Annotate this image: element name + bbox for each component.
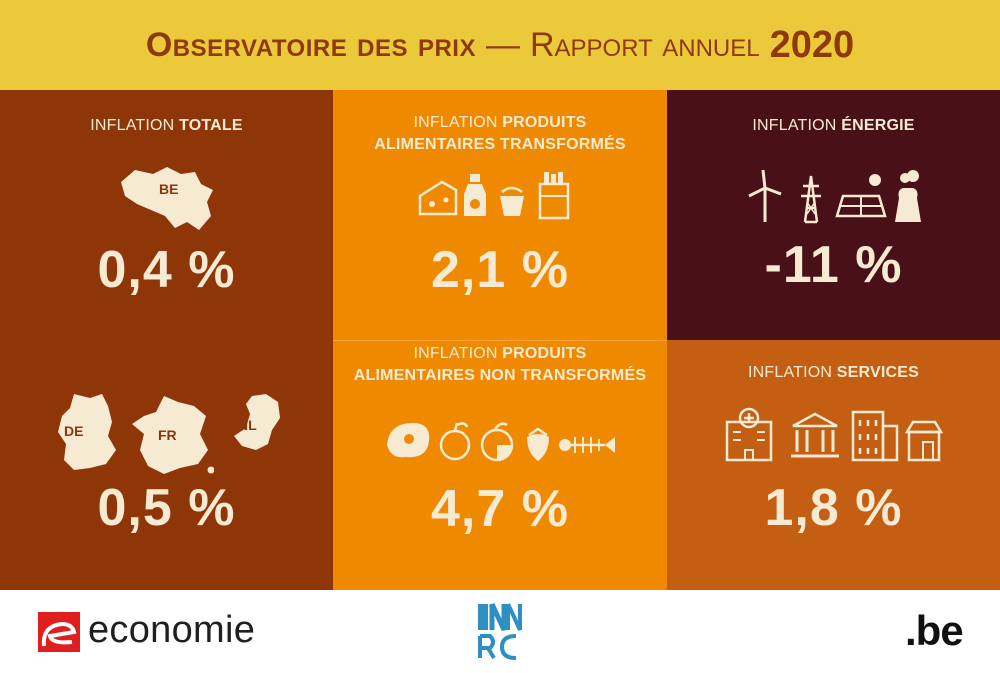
cigarettes-icon bbox=[538, 172, 570, 220]
panel-services: INFLATION SERVICES 1,8 % bbox=[667, 340, 1000, 590]
bank-icon bbox=[791, 412, 839, 458]
processed-food-icons bbox=[418, 172, 570, 220]
milk-bottle-icon bbox=[464, 174, 486, 216]
label-unprocessed-prefix: INFLATION bbox=[413, 345, 503, 362]
france-map-icon: FR bbox=[132, 396, 214, 474]
services-icons bbox=[725, 407, 943, 462]
strawberry-icon bbox=[527, 427, 549, 461]
label-energy-prefix: INFLATION bbox=[752, 117, 842, 134]
label-unprocessed-food: INFLATION PRODUITS ALIMENTAIRES NON TRAN… bbox=[333, 343, 667, 387]
cheese-icon bbox=[418, 180, 458, 216]
orange-icon bbox=[480, 422, 514, 462]
nl-code: NL bbox=[238, 417, 257, 433]
label-total: INFLATION TOTALE bbox=[0, 115, 333, 137]
yogurt-icon bbox=[500, 186, 524, 216]
value-services: 1,8 % bbox=[764, 479, 903, 537]
value-unprocessed-food: 4,7 % bbox=[431, 480, 569, 538]
label-processed-bold-1: PRODUITS bbox=[502, 114, 587, 131]
apple-icon bbox=[439, 422, 471, 461]
dot-be-logo: .be bbox=[905, 607, 964, 654]
economie-logo-icon bbox=[38, 612, 80, 652]
fr-code: FR bbox=[158, 427, 177, 443]
belgium-map-icon: BE bbox=[121, 167, 213, 230]
energy-icons bbox=[748, 169, 921, 224]
label-processed-food: INFLATION PRODUITS ALIMENTAIRES TRANSFOR… bbox=[333, 112, 667, 156]
panel-total-inflation: INFLATION TOTALE BE 0,4 % DE FR NL 0,5 % bbox=[0, 90, 333, 590]
panel-processed-food: INFLATION PRODUITS ALIMENTAIRES TRANSFOR… bbox=[333, 90, 667, 340]
label-processed-prefix: INFLATION bbox=[413, 114, 503, 131]
solar-panel-icon bbox=[835, 174, 887, 218]
value-total-neighbours: 0,5 % bbox=[97, 479, 236, 537]
meat-icon bbox=[387, 423, 430, 458]
hospital-icon bbox=[725, 407, 773, 462]
title-dash: — bbox=[485, 25, 520, 64]
title-year: 2020 bbox=[769, 23, 855, 66]
footer bbox=[0, 590, 1000, 673]
netherlands-map-icon: NL bbox=[234, 394, 280, 450]
label-services-prefix: INFLATION bbox=[747, 364, 837, 381]
title-rapport: Rapport annuel bbox=[529, 25, 760, 64]
office-building-icon bbox=[851, 410, 899, 462]
label-energy: INFLATION ÉNERGIE bbox=[667, 115, 1000, 137]
de-code: DE bbox=[64, 423, 83, 439]
economie-logo-text: economie bbox=[88, 609, 256, 651]
unprocessed-food-icons bbox=[387, 422, 615, 462]
label-total-prefix: INFLATION bbox=[90, 117, 180, 134]
wind-turbine-icon bbox=[748, 169, 782, 222]
label-services: INFLATION SERVICES bbox=[667, 362, 1000, 384]
germany-map-icon: DE bbox=[58, 394, 116, 470]
value-processed-food: 2,1 % bbox=[431, 241, 569, 299]
panel-energy: INFLATION ÉNERGIE -11 % bbox=[667, 90, 1000, 340]
value-total-be: 0,4 % bbox=[97, 241, 236, 299]
header-banner: Observatoire des prix — Rapport annuel 2… bbox=[0, 0, 1000, 90]
label-unprocessed-bold-1: PRODUITS bbox=[502, 345, 587, 362]
inr-logo bbox=[476, 600, 522, 660]
shop-icon bbox=[904, 420, 943, 462]
title-observatoire: Observatoire des prix bbox=[145, 25, 476, 64]
be-code: BE bbox=[159, 181, 178, 197]
label-services-bold: SERVICES bbox=[836, 364, 920, 381]
label-processed-bold-2: ALIMENTAIRES TRANSFORMÉS bbox=[374, 136, 626, 153]
panel-unprocessed-food: INFLATION PRODUITS ALIMENTAIRES NON TRAN… bbox=[333, 340, 667, 590]
label-unprocessed-bold-2: ALIMENTAIRES NON TRANSFORMÉS bbox=[353, 367, 647, 384]
label-total-bold: TOTALE bbox=[179, 117, 243, 134]
fish-bone-icon bbox=[559, 437, 615, 453]
value-energy: -11 % bbox=[764, 236, 903, 294]
pylon-icon bbox=[801, 175, 821, 224]
label-energy-bold: ÉNERGIE bbox=[841, 117, 915, 134]
power-plant-icon bbox=[895, 170, 921, 222]
